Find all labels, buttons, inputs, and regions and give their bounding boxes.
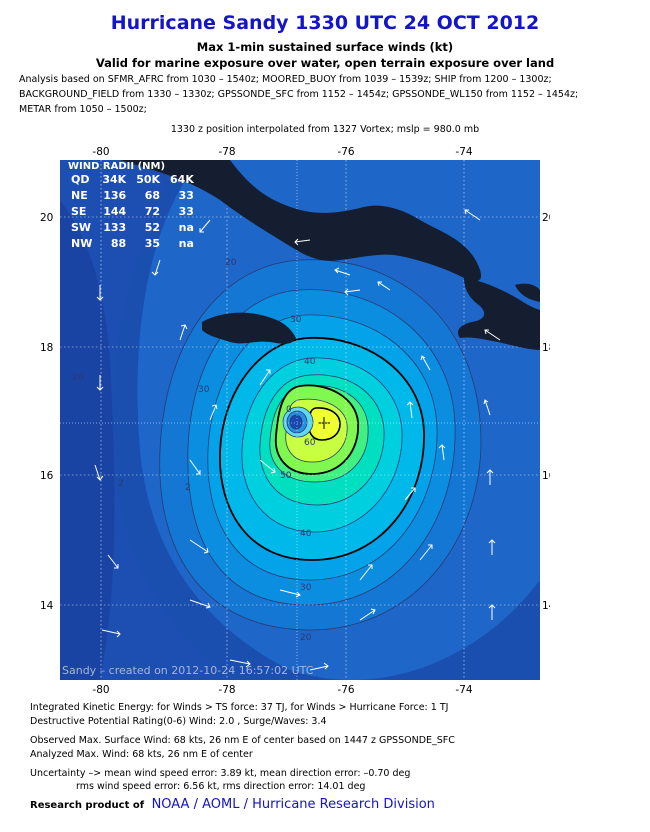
research-credit: Research product of NOAA / AOML / Hurric… [30,797,435,812]
uncertainty-line: Uncertainty –> mean wind speed error: 3.… [30,768,411,779]
lat-lon-grid [60,160,540,680]
land-cuba [120,160,482,282]
map-credit: Sandy – created on 2012-10-24 16:57:02 U… [62,664,314,677]
radii-cell: 72 [144,205,161,218]
contour-label: 20 [225,258,237,268]
destructive-potential-line: Destructive Potential Rating(0-6) Wind: … [30,716,327,727]
noaa-aoml-hrd-link[interactable]: NOAA / AOML / Hurricane Research Divisio… [151,797,435,812]
x-tick-top: -78 [218,146,236,158]
land-jamaica [202,312,296,344]
radii-col-header: 50K [136,173,161,186]
x-tick-top: -76 [337,146,355,158]
contour-label: 30 [198,385,210,395]
radii-cell: 33 [178,205,194,218]
land-small-island [515,283,540,302]
radii-cell: na [178,237,194,250]
contour-label: 2 [185,483,191,493]
radii-cell: NW [71,237,93,250]
analysis-sources-line2: BACKGROUND_FIELD from 1330 – 1330z; GPSS… [19,89,579,100]
contour-label: 40 [304,357,316,367]
analyzed-max-wind-line: Analyzed Max. Wind: 68 kts, 26 nm E of c… [30,749,253,760]
observed-max-wind-line: Observed Max. Surface Wind: 68 kts, 26 n… [30,735,455,746]
land-hispaniola [457,278,540,350]
y-tick-left: 18 [40,342,54,354]
y-tick-left: 14 [40,600,54,612]
research-label: Research product of [30,800,145,811]
wind-radii-title: WIND RADII (NM) [68,161,166,172]
contour-label: 2 [118,479,124,489]
radii-row-ne: NE 136 68 33 [66,188,199,204]
y-tick-right: 20 [542,212,550,224]
x-tick-bottom: -80 [92,684,110,696]
x-tick-top: -74 [455,146,473,158]
radii-cell: na [178,221,194,234]
wind-radii-table: WIND RADII (NM) QD 34K 50K 64K NE 136 68… [66,161,199,252]
y-tick-left: 16 [40,470,54,482]
position-note: 1330 z position interpolated from 1327 V… [170,124,480,135]
radii-row-sw: SW 133 52 na [66,220,199,236]
contour-label: 30 [290,315,302,325]
x-tick-bottom: -78 [218,684,236,696]
radii-row-nw: NW 88 35 na [66,236,199,252]
map-subtitle-exposure: Valid for marine exposure over water, op… [95,56,555,70]
rms-error-line: rms wind speed error: 6.56 kt, rms direc… [76,781,366,792]
radii-cell: 136 [103,189,127,202]
y-tick-right: 16 [542,470,550,482]
contour-label: 40 [300,529,312,539]
radii-cell: 35 [144,237,161,250]
y-tick-right: 14 [542,600,550,612]
radii-col-header: 34K [102,173,127,186]
contour-label: 20 [72,373,84,383]
contour-label: 30 [300,583,312,593]
radii-cell: 144 [103,205,127,218]
radii-col-header: 64K [170,173,194,186]
map-subtitle: Max 1-min sustained surface winds (kt) [196,40,454,54]
analysis-sources-line1: Analysis based on SFMR_AFRC from 1030 – … [19,74,552,85]
radii-cell: 33 [178,189,194,202]
contour-label: 20 [300,633,312,643]
contour-label: 60 [304,438,316,448]
eye-center [289,414,303,430]
y-tick-left: 20 [40,212,54,224]
x-tick-bottom: -74 [455,684,473,696]
radii-cell: 88 [110,237,127,250]
radii-row-se: SE 144 72 33 [66,204,199,220]
wind-field-map: 20 20 20 30 30 30 40 40 50 60 0 2 2 [60,160,540,680]
analysis-sources-line3: METAR from 1050 – 1500z; [19,104,147,115]
radii-col-header: QD [71,173,90,186]
radii-cell: 68 [144,189,161,202]
radii-cell: NE [71,189,88,202]
x-tick-top: -80 [92,146,110,158]
contour-label: 0 [286,405,292,415]
radii-cell: 52 [144,221,161,234]
wind-vectors [94,209,501,671]
y-tick-right: 18 [542,342,550,354]
radii-cell: 133 [103,221,127,234]
radii-cell: SW [71,221,92,234]
map-title: Hurricane Sandy 1330 UTC 24 OCT 2012 [110,12,540,34]
radii-cell: SE [71,205,87,218]
contour-label: 50 [280,471,292,481]
x-tick-bottom: -76 [337,684,355,696]
ike-line: Integrated Kinetic Energy: for Winds > T… [30,702,449,713]
